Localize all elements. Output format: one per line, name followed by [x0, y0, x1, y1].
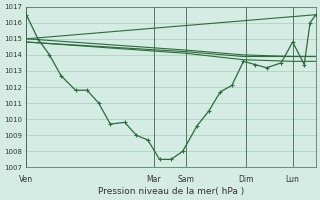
- X-axis label: Pression niveau de la mer( hPa ): Pression niveau de la mer( hPa ): [98, 187, 244, 196]
